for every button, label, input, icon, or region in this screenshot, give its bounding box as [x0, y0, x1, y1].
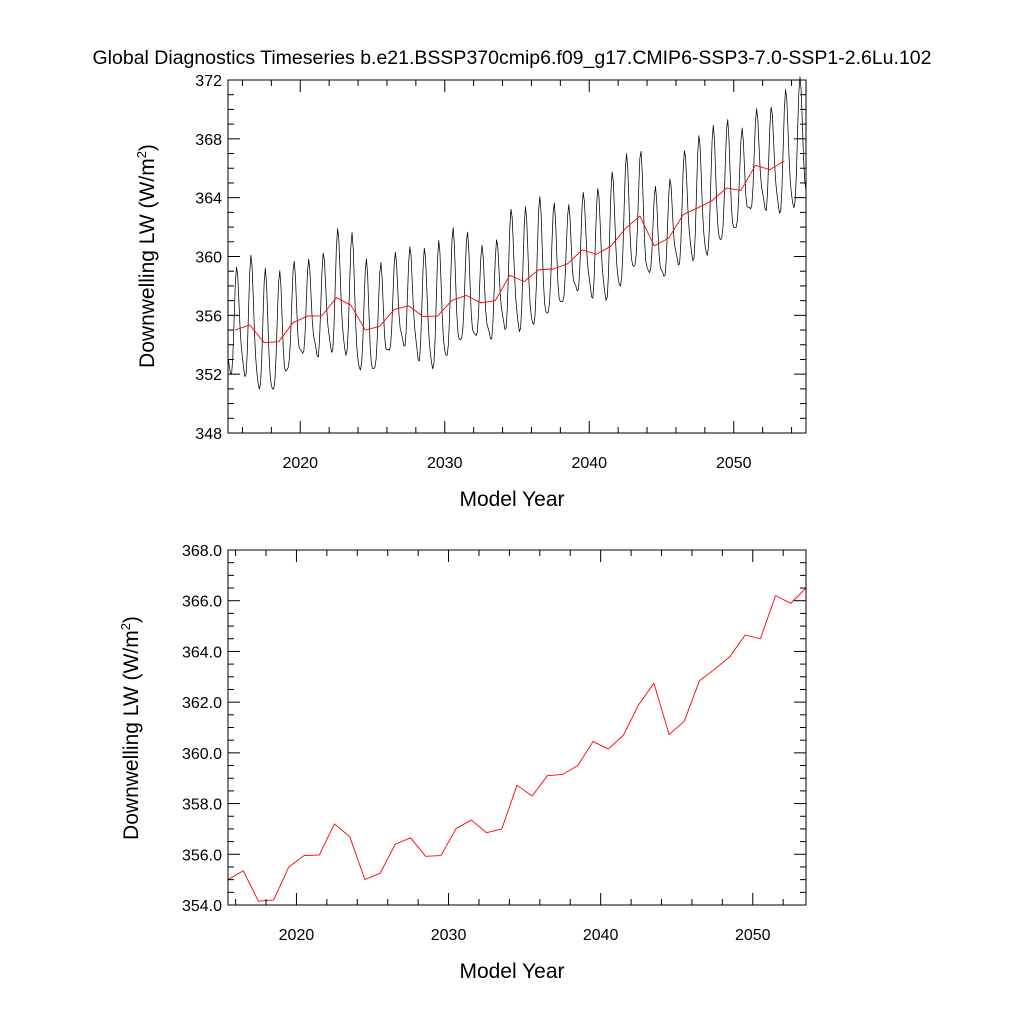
y-tick-label: 362.0	[182, 695, 222, 712]
top-panel-y-axis-label-main: Downwelling LW (W/m	[136, 158, 159, 368]
x-tick-label: 2050	[735, 927, 771, 944]
x-tick-label: 2040	[571, 455, 607, 472]
x-tick-label: 2050	[716, 455, 752, 472]
y-tick-label: 356	[195, 308, 222, 325]
x-tick-label: 2020	[279, 927, 315, 944]
top-panel-y-axis-label: Downwelling LW (W/m2)	[134, 144, 159, 368]
top-panel-y-axis-label-close: )	[136, 144, 159, 151]
y-tick-label: 368.0	[182, 543, 222, 560]
bottom-panel-series	[227, 587, 807, 902]
x-tick-label: 2020	[282, 455, 318, 472]
bottom-panel-ticks	[228, 549, 806, 906]
y-tick-label: 360.0	[182, 746, 222, 763]
bottom-panel-frame	[227, 549, 807, 906]
y-tick-label: 364	[195, 191, 222, 208]
series-line-1-0	[227, 587, 807, 902]
top-panel-tick-labels: 2020 2030 2040 2050 348 352 356 360 364 368 372	[195, 73, 751, 472]
top-panel-ticks	[228, 79, 806, 434]
bottom-panel-x-axis-label: Model Year	[459, 960, 564, 983]
y-tick-label: 366.0	[182, 594, 222, 611]
y-tick-label: 348	[195, 426, 222, 443]
bottom-panel: 2020 2030 2040 2050 354.0 356.0 358.0 360.0 362.…	[118, 543, 807, 983]
y-tick-label: 368	[195, 132, 222, 149]
top-panel: 2020 2030 2040 2050 348 352 356 360 364 368 372 Mo…	[134, 73, 807, 511]
x-tick-label: 2040	[583, 927, 619, 944]
bottom-panel-y-axis-label-sup: 2	[118, 623, 133, 630]
y-tick-label: 352	[195, 367, 222, 384]
y-tick-label: 360	[195, 250, 222, 267]
bottom-panel-y-axis-label-close: )	[120, 616, 143, 623]
top-panel-y-axis-label-sup: 2	[134, 151, 149, 158]
y-tick-label: 364.0	[182, 644, 222, 661]
series-line-0-0	[227, 76, 807, 390]
y-tick-label: 372	[195, 73, 222, 90]
bottom-panel-y-axis-label-main: Downwelling LW (W/m	[120, 630, 143, 840]
top-panel-x-axis-label: Model Year	[459, 488, 564, 511]
top-panel-frame	[227, 79, 807, 434]
x-tick-label: 2030	[427, 455, 463, 472]
bottom-panel-tick-labels: 2020 2030 2040 2050 354.0 356.0 358.0 360.0 362.…	[182, 543, 771, 944]
y-tick-label: 354.0	[182, 898, 222, 915]
top-panel-series	[227, 76, 807, 390]
bottom-panel-y-axis-label: Downwelling LW (W/m2)	[118, 616, 143, 840]
x-tick-label: 2030	[431, 927, 467, 944]
y-tick-label: 358.0	[182, 797, 222, 814]
chart-title: Global Diagnostics Timeseries b.e21.BSSP…	[93, 47, 932, 69]
y-tick-label: 356.0	[182, 847, 222, 864]
